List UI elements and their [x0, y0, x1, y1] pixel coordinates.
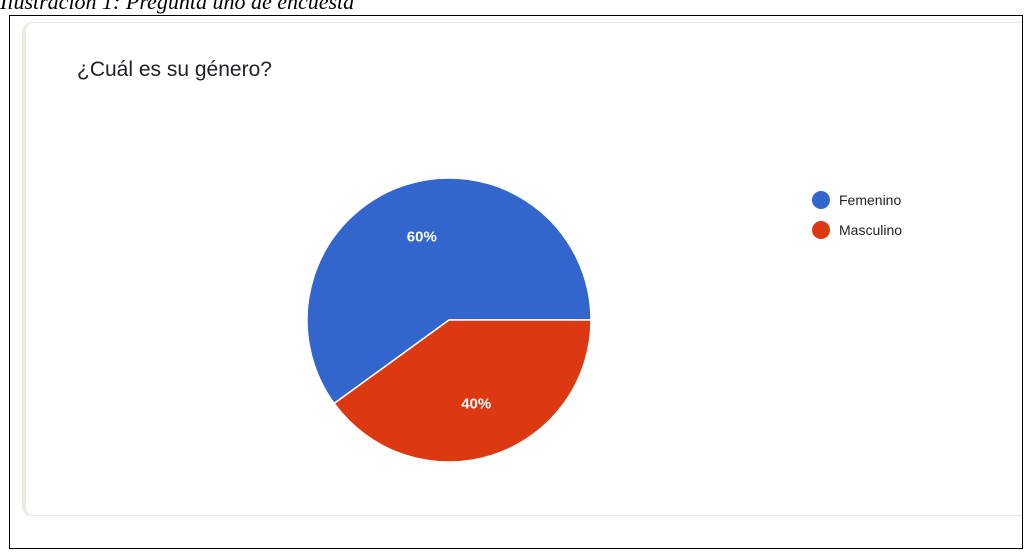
figure-frame: ¿Cuál es su género? 60% 40% Femenino Masc… [9, 15, 1023, 549]
legend-item-masculino[interactable]: Masculino [812, 215, 902, 245]
pie-slice-femenino[interactable] [306, 177, 592, 405]
legend-swatch-masculino [812, 221, 830, 239]
pie-labels: 60% 40% [407, 228, 491, 412]
legend-label-masculino: Masculino [839, 222, 903, 238]
pie-chart: 60% 40% [306, 177, 592, 463]
legend-swatch-femenino [812, 191, 830, 209]
chart-legend: Femenino Masculino [812, 185, 902, 245]
pie-label-femenino: 60% [407, 228, 437, 245]
pie-slice-masculino[interactable] [333, 319, 592, 463]
pie-slices [306, 177, 592, 463]
question-title: ¿Cuál es su género? [77, 58, 272, 81]
legend-item-femenino[interactable]: Femenino [812, 185, 902, 215]
pie-label-masculino: 40% [461, 396, 491, 413]
chart-card: ¿Cuál es su género? 60% 40% Femenino Masc… [22, 22, 1022, 516]
legend-label-femenino: Femenino [839, 192, 902, 208]
figure-caption: Ilustración 1: Pregunta uno de encuesta [0, 0, 355, 14]
